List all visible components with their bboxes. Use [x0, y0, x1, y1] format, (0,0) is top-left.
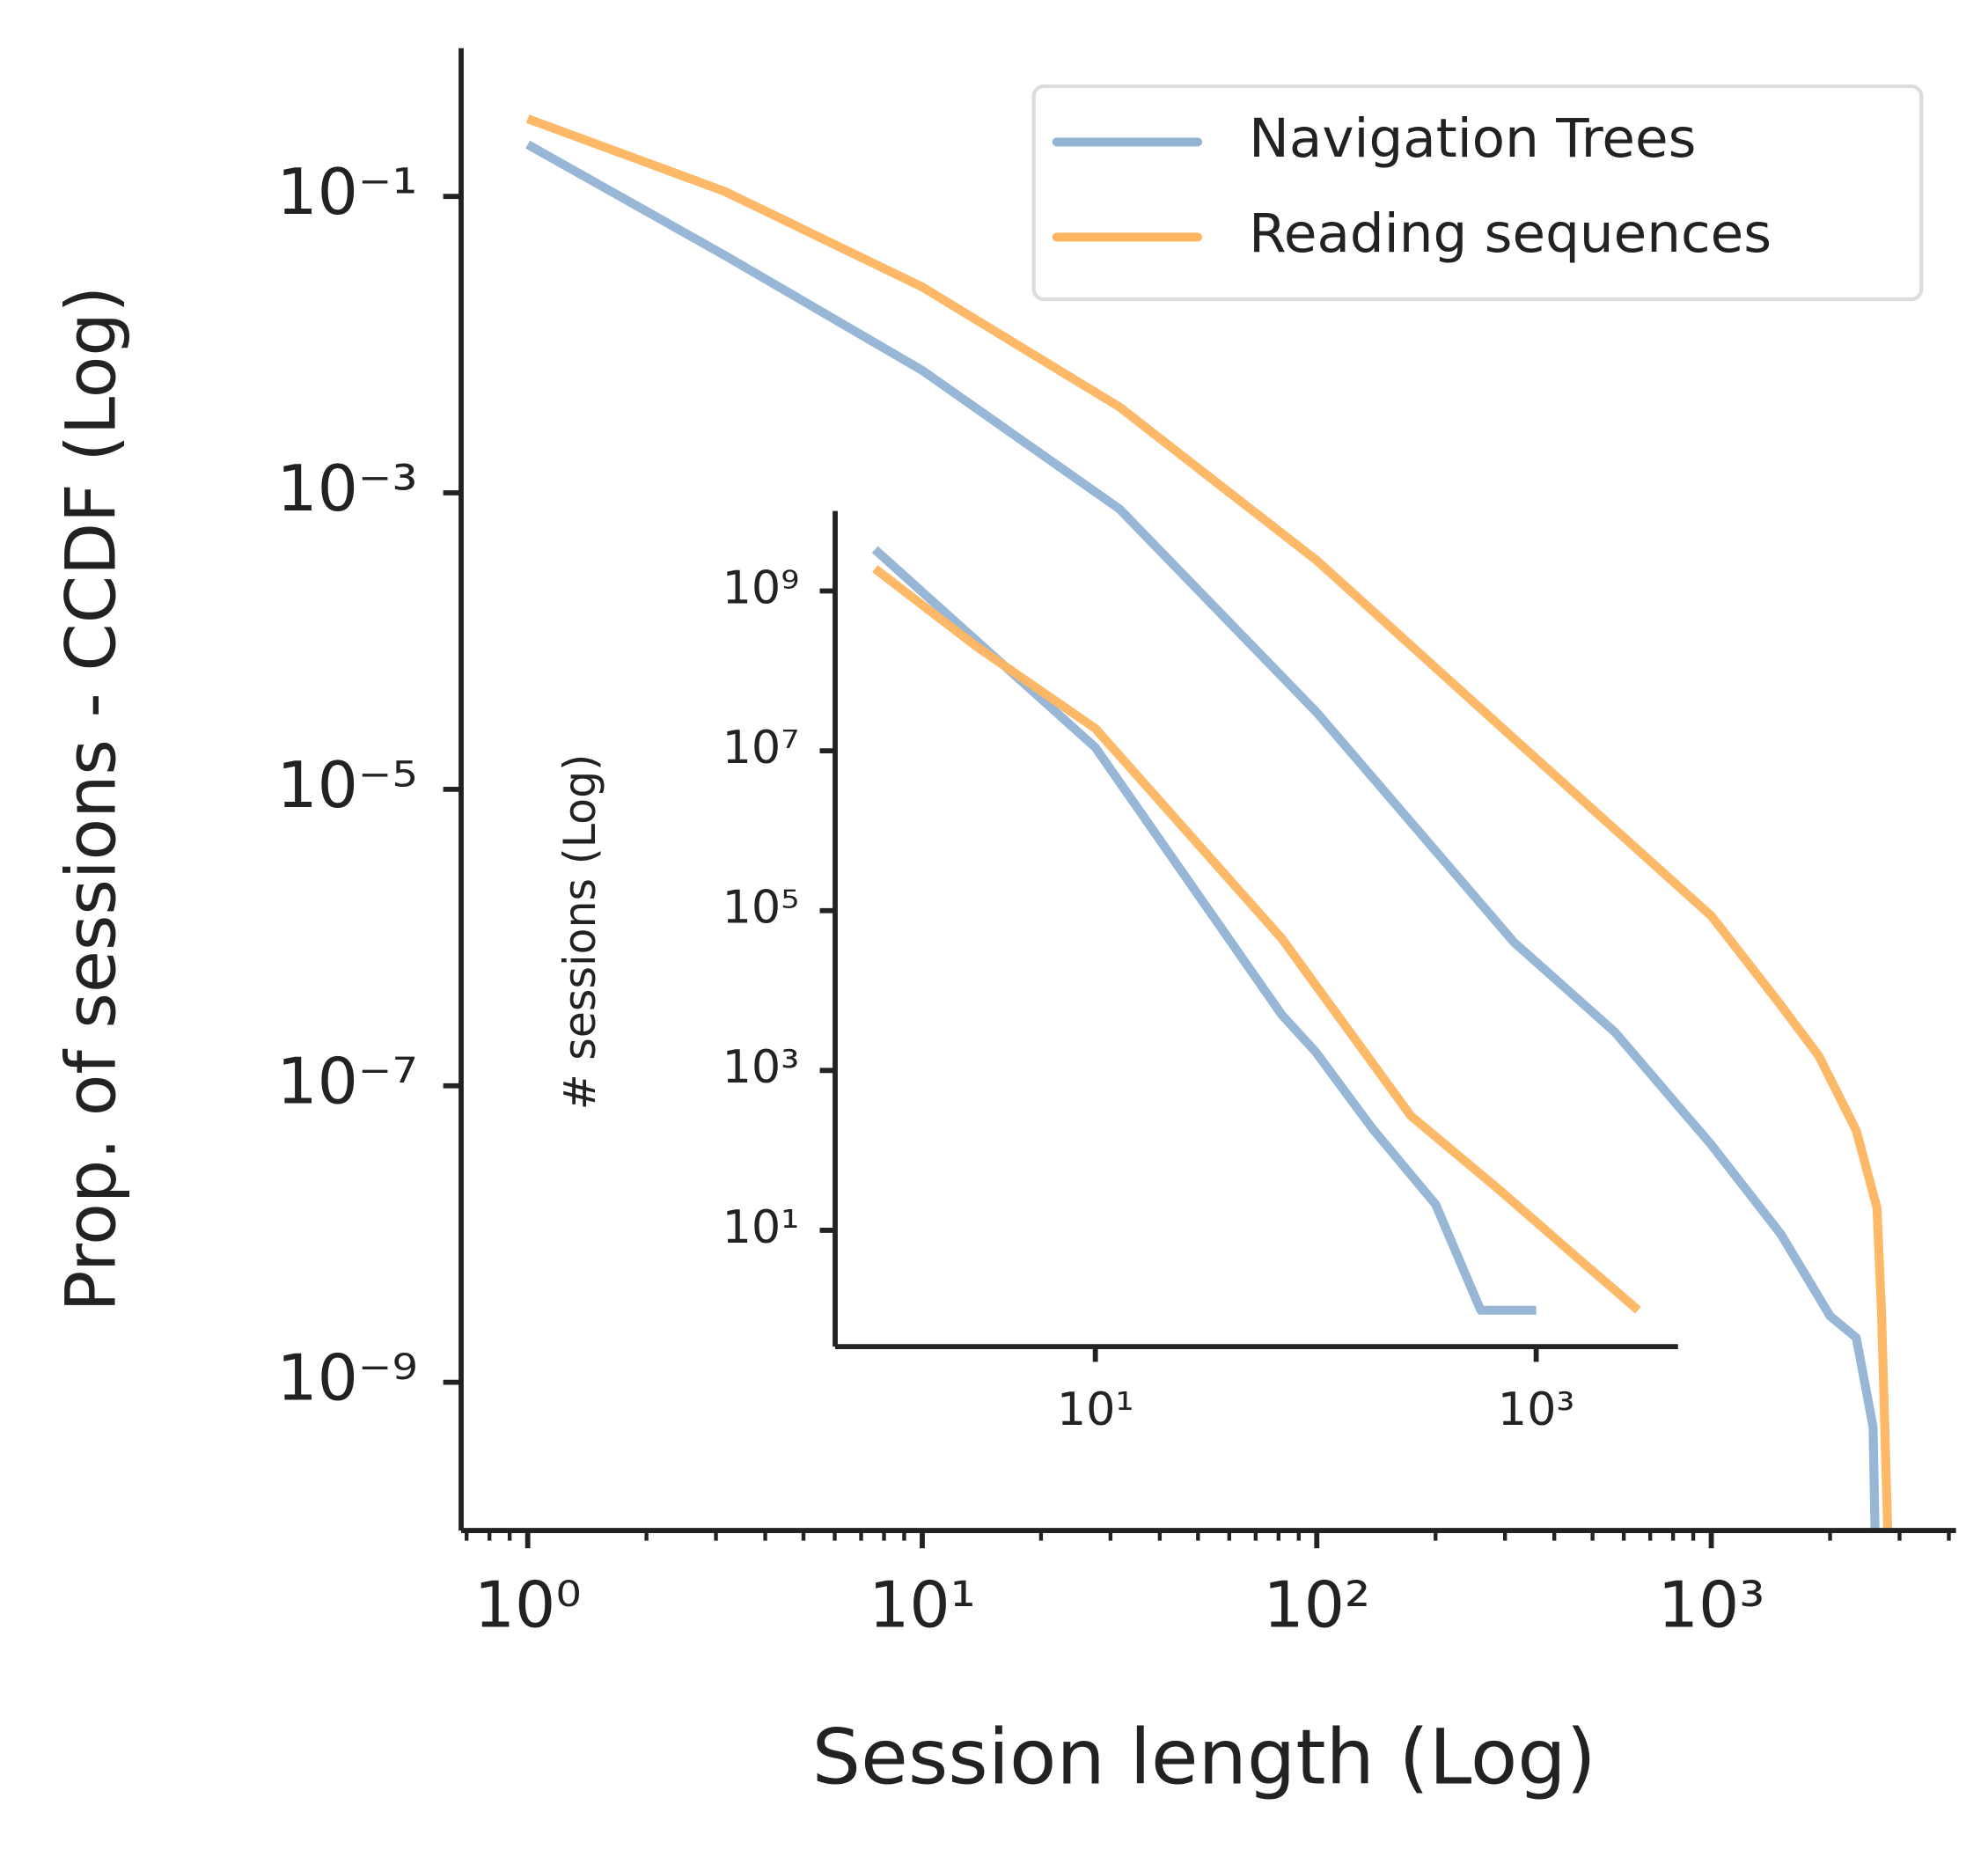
y-tick-label: 10⁻³ — [276, 452, 417, 526]
legend-box — [1031, 84, 1924, 302]
y-tick-label: 10⁻⁵ — [276, 749, 417, 823]
y-tick-label: 10⁻⁷ — [276, 1046, 417, 1119]
x-tick-label: 10³ — [1498, 1383, 1575, 1436]
legend-label: Navigation Trees — [1249, 108, 1696, 170]
y-tick-label: 10⁹ — [723, 562, 800, 615]
x-tick-label: 10¹ — [1057, 1383, 1134, 1436]
y-tick-label: 10³ — [723, 1041, 800, 1094]
x-tick-label: 10⁰ — [474, 1569, 582, 1643]
x-tick-label: 10³ — [1658, 1569, 1765, 1643]
y-tick-label: 10⁻¹ — [276, 156, 417, 230]
y-tick-label: 10⁷ — [723, 722, 800, 774]
y-tick-label: 10⁵ — [723, 882, 800, 935]
inset-y-axis-label: # sessions (Log) — [554, 754, 605, 1111]
x-axis-label: Session length (Log) — [812, 1714, 1596, 1802]
data-line — [525, 140, 1880, 1531]
x-tick-label: 10² — [1263, 1569, 1370, 1643]
legend-label: Reading sequences — [1249, 203, 1772, 265]
data-line — [872, 565, 1641, 1314]
data-line — [871, 546, 1537, 1315]
x-tick-label: 10¹ — [869, 1569, 976, 1643]
y-axis-label: Prop. of sessions - CCDF (Log) — [51, 286, 131, 1312]
y-tick-label: 10⁻⁹ — [276, 1342, 417, 1416]
data-line — [525, 114, 1893, 1531]
y-tick-label: 10¹ — [723, 1201, 800, 1254]
